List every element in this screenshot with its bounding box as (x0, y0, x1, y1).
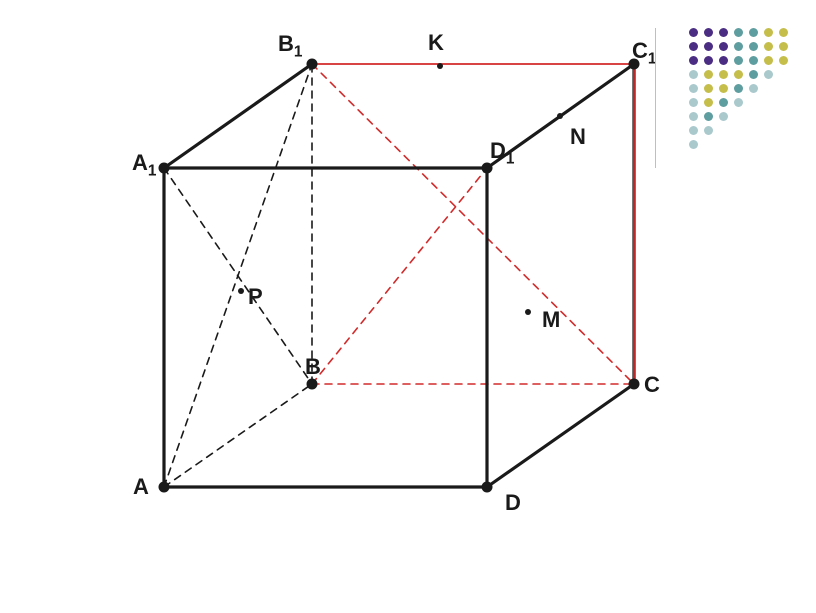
slide-divider (655, 28, 656, 168)
label-C: C (644, 372, 660, 398)
label-D1: D1 (490, 138, 514, 168)
slide-decoration-dots (689, 28, 788, 154)
label-A1: A1 (132, 150, 156, 180)
label-K: K (428, 30, 444, 56)
label-C1: C1 (632, 38, 656, 68)
label-D: D (505, 490, 521, 516)
label-B: B (305, 354, 321, 380)
label-M: M (542, 307, 560, 333)
label-N: N (570, 124, 586, 150)
label-P: P (248, 284, 263, 310)
label-B1: B1 (278, 31, 302, 61)
label-A: A (133, 474, 149, 500)
